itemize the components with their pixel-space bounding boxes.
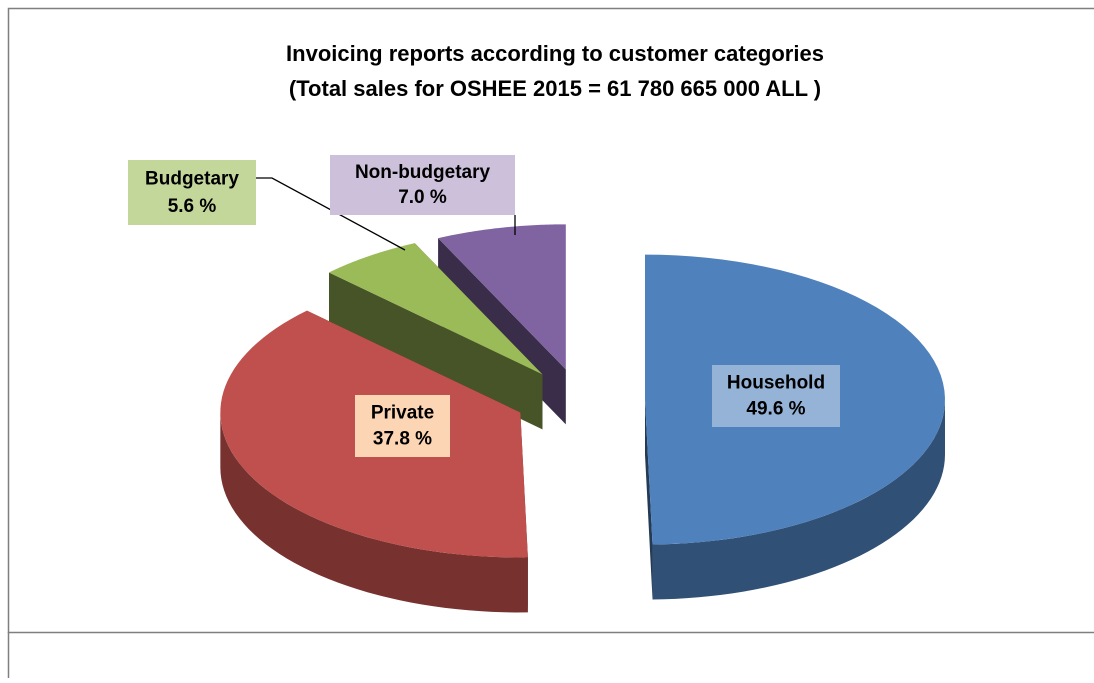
category-label: Non-budgetary [355,162,491,183]
value-label: 7.0 % [398,187,447,208]
value-label: 5.6 % [168,196,217,217]
category-label: Private [371,403,434,424]
value-label: 49.6 % [746,399,805,420]
category-label: Household [727,373,825,394]
chart-subtitle: (Total sales for OSHEE 2015 = 61 780 665… [289,76,821,101]
chart-title: Invoicing reports according to customer … [286,41,824,66]
category-label: Budgetary [145,169,239,190]
value-label: 37.8 % [373,429,432,450]
